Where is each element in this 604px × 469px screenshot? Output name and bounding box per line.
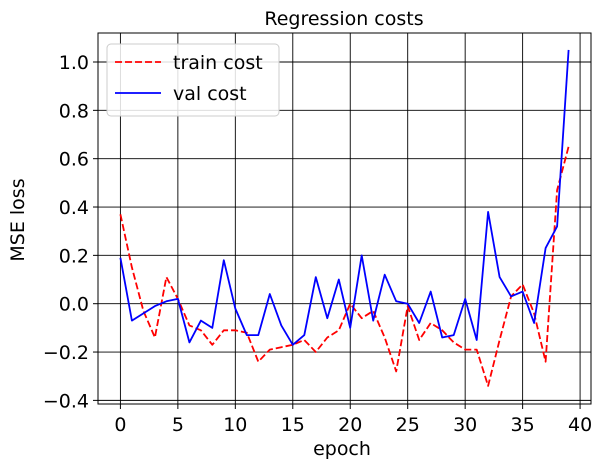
y-tick-label: −0.4 xyxy=(43,390,89,412)
series-lines xyxy=(119,49,570,387)
y-tick-label: 0.4 xyxy=(59,197,89,219)
x-axis-label: epoch xyxy=(313,438,371,460)
plot-frame xyxy=(97,32,592,405)
axis-ticks: 0 5 10 15 20 25 30 35 40 −0.4 −0.2 0.0 0.2 0.4 0.6 0.8 1… xyxy=(43,52,592,436)
x-tick-label: 30 xyxy=(453,414,477,436)
x-tick-label: 25 xyxy=(396,414,420,436)
x-tick-label: 20 xyxy=(338,414,362,436)
x-tick-label: 5 xyxy=(172,414,184,436)
x-tick-label: 35 xyxy=(511,414,535,436)
y-tick-label: 0.2 xyxy=(59,245,89,267)
y-axis-label: MSE loss xyxy=(7,178,29,261)
y-tick-label: 0.6 xyxy=(59,149,89,171)
legend-label-train-cost: train cost xyxy=(173,52,263,74)
grid xyxy=(98,33,591,404)
chart-title: Regression costs xyxy=(264,8,423,30)
legend-label-val-cost: val cost xyxy=(173,83,247,105)
x-tick-label: 40 xyxy=(568,414,592,436)
y-tick-label: 0.0 xyxy=(59,294,89,316)
series-line-val-cost xyxy=(119,49,570,346)
y-tick-label: 1.0 xyxy=(59,52,89,74)
series-line-train-cost xyxy=(119,146,570,387)
x-tick-label: 10 xyxy=(223,414,247,436)
x-tick-label: 0 xyxy=(114,414,126,436)
y-tick-label: −0.2 xyxy=(43,342,89,364)
y-tick-label: 0.8 xyxy=(59,100,89,122)
x-tick-label: 15 xyxy=(281,414,305,436)
legend: train cost val cost xyxy=(106,43,280,117)
